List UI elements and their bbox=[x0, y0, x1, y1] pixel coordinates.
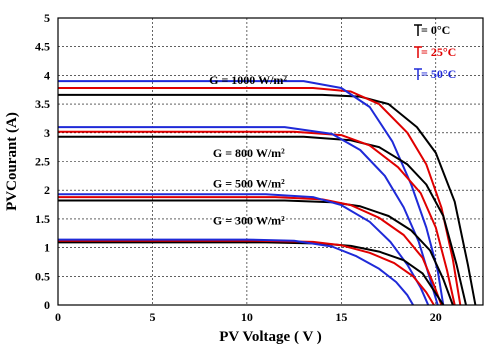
series-line bbox=[58, 196, 443, 306]
x-tick-label: 15 bbox=[335, 310, 347, 324]
legend-entry: = 0°C bbox=[421, 23, 450, 37]
series-line bbox=[58, 93, 477, 306]
legend: = 0°C = 25°C = 50°C bbox=[414, 23, 456, 81]
y-tick-label: 4 bbox=[44, 68, 50, 82]
x-tick-label: 5 bbox=[149, 310, 155, 324]
series-line bbox=[58, 80, 445, 306]
y-tick-label: 4.5 bbox=[35, 40, 50, 54]
y-tick-label: 2 bbox=[44, 183, 50, 197]
y-tick-label: 1 bbox=[44, 241, 50, 255]
series-line bbox=[58, 241, 445, 306]
irradiance-label: G = 800 W/m² bbox=[213, 146, 285, 160]
series-line bbox=[58, 87, 462, 306]
irradiance-label: G = 1000 W/m² bbox=[209, 73, 287, 87]
x-tick-label: 0 bbox=[55, 310, 61, 324]
y-tick-label: 0.5 bbox=[35, 269, 50, 283]
series-line bbox=[58, 199, 454, 306]
y-tick-label: 0 bbox=[44, 298, 50, 312]
plot-frame bbox=[57, 17, 484, 306]
annotations: G = 1000 W/m² G = 800 W/m² G = 500 W/m² G =… bbox=[209, 73, 287, 228]
irradiance-label: G = 500 W/m² bbox=[213, 176, 285, 190]
series-line bbox=[58, 135, 467, 306]
series-line bbox=[58, 130, 456, 306]
y-tick-label: 2.5 bbox=[35, 155, 50, 169]
x-tick-label: 10 bbox=[241, 310, 253, 324]
y-tick-label: 1.5 bbox=[35, 212, 50, 226]
legend-entry: = 25°C bbox=[421, 45, 456, 59]
x-axis-label: PV Voltage ( V ) bbox=[219, 329, 322, 345]
y-tick-label: 3.5 bbox=[35, 97, 50, 111]
irradiance-label: G = 300 W/m² bbox=[213, 214, 285, 228]
y-tick-label: 5 bbox=[44, 11, 50, 25]
y-axis-label: PVCourant (A) bbox=[4, 112, 20, 211]
legend-entry: = 50°C bbox=[421, 67, 456, 81]
grid bbox=[58, 18, 483, 305]
series-layer bbox=[58, 80, 477, 306]
y-tick-label: 3 bbox=[44, 126, 50, 140]
ticks: 0 5 10 15 20 0 0.5 1 1.5 2 2.5 3 3.5 4 4.5 5 bbox=[35, 11, 442, 324]
x-tick-label: 20 bbox=[430, 310, 442, 324]
series-line bbox=[58, 238, 414, 306]
